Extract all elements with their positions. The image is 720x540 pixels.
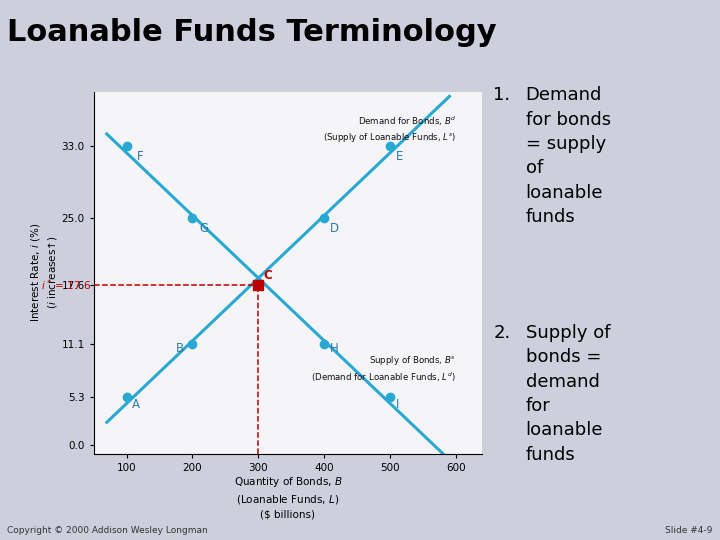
Text: A: A bbox=[132, 399, 140, 411]
Text: Loanable Funds Terminology: Loanable Funds Terminology bbox=[7, 18, 497, 48]
Y-axis label: Interest Rate, $i$ (%)
($i$ increases↑): Interest Rate, $i$ (%) ($i$ increases↑) bbox=[29, 223, 58, 322]
Text: Copyright © 2000 Addison Wesley Longman: Copyright © 2000 Addison Wesley Longman bbox=[7, 525, 208, 535]
Text: F: F bbox=[136, 150, 143, 163]
X-axis label: Quantity of Bonds, $B$
(Loanable Funds, $L$)
($ billions): Quantity of Bonds, $B$ (Loanable Funds, … bbox=[234, 475, 342, 519]
Text: Supply of Bonds, $B^s$
(Demand for Loanable Funds, $L^d$): Supply of Bonds, $B^s$ (Demand for Loana… bbox=[311, 354, 456, 383]
Text: C: C bbox=[263, 269, 271, 282]
Text: 1.: 1. bbox=[493, 86, 510, 104]
Text: $i^*$ = 17.6: $i^*$ = 17.6 bbox=[41, 279, 91, 292]
Text: 2.: 2. bbox=[493, 324, 510, 342]
Text: Supply of
bonds =
demand
for
loanable
funds: Supply of bonds = demand for loanable fu… bbox=[526, 324, 610, 463]
Text: H: H bbox=[330, 342, 338, 355]
Text: B: B bbox=[176, 342, 184, 355]
Text: I: I bbox=[395, 399, 399, 411]
Text: G: G bbox=[199, 222, 208, 235]
Text: Demand for Bonds, $B^d$
(Supply of Loanable Funds, $L^s$): Demand for Bonds, $B^d$ (Supply of Loana… bbox=[323, 114, 456, 144]
Text: D: D bbox=[330, 222, 338, 235]
Text: E: E bbox=[395, 150, 402, 163]
Text: Slide #4-9: Slide #4-9 bbox=[665, 525, 713, 535]
Text: Demand
for bonds
= supply
of
loanable
funds: Demand for bonds = supply of loanable fu… bbox=[526, 86, 611, 226]
